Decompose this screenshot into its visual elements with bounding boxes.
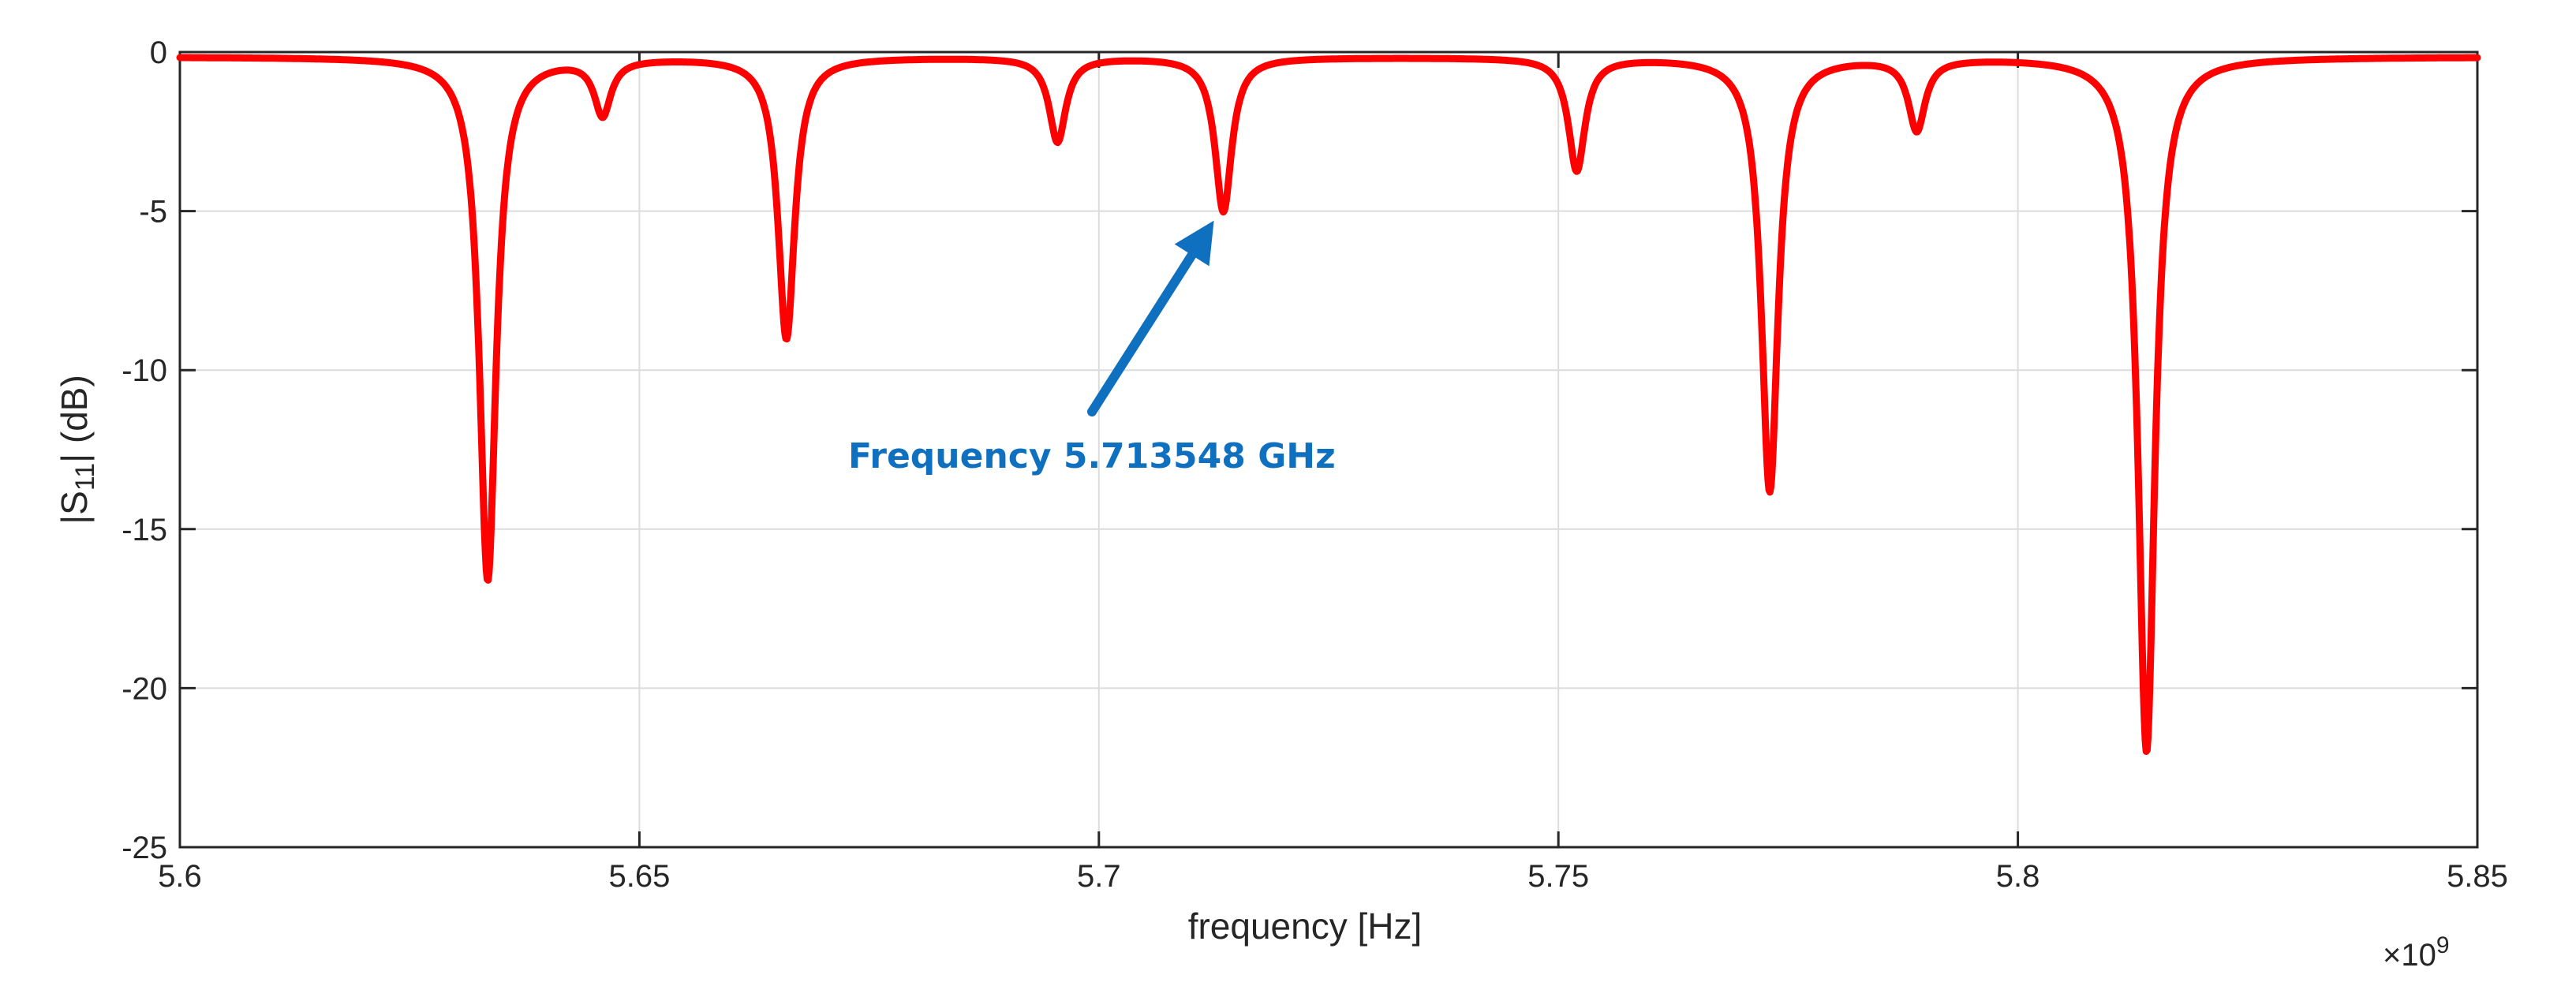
- y-axis-label-tail: | (dB): [54, 375, 95, 463]
- y-tick-label: -15: [122, 513, 167, 547]
- x-axis-multiplier: ×109: [2383, 932, 2450, 973]
- annotation-text: Frequency 5.713548 GHz: [848, 436, 1336, 476]
- annotation-arrowhead: [1174, 220, 1214, 267]
- x-multiplier-exponent: 9: [2436, 932, 2450, 958]
- x-multiplier-prefix: ×10: [2383, 938, 2436, 973]
- plot-frame: [178, 50, 2479, 849]
- y-tick-labels: 0 -5 -10 -15 -20 -25: [122, 35, 167, 865]
- y-tick-label: -10: [122, 353, 167, 388]
- y-tick-label: -20: [122, 671, 167, 706]
- x-tick-label: 5.65: [608, 859, 670, 894]
- y-tick-label: -25: [122, 831, 167, 865]
- x-tick-labels: 5.6 5.65 5.7 5.75 5.8 5.85: [158, 859, 2508, 894]
- y-tick-label: 0: [150, 35, 167, 70]
- x-tick-label: 5.8: [1996, 859, 2040, 894]
- y-axis-label: |S11| (dB): [54, 375, 100, 525]
- x-tick-label: 5.7: [1077, 859, 1121, 894]
- y-axis-label-main: |S: [54, 491, 95, 525]
- series-line-s11: [176, 54, 2481, 755]
- y-tick-label: -5: [139, 195, 167, 230]
- x-tick-label: 5.6: [158, 859, 202, 894]
- annotation-arrow: [1087, 250, 1197, 416]
- x-tick-label: 5.75: [1527, 859, 1589, 894]
- y-axis-label-subscript: 11: [70, 463, 100, 491]
- x-tick-label: 5.85: [2447, 859, 2508, 894]
- x-axis-label: frequency [Hz]: [1188, 906, 1423, 947]
